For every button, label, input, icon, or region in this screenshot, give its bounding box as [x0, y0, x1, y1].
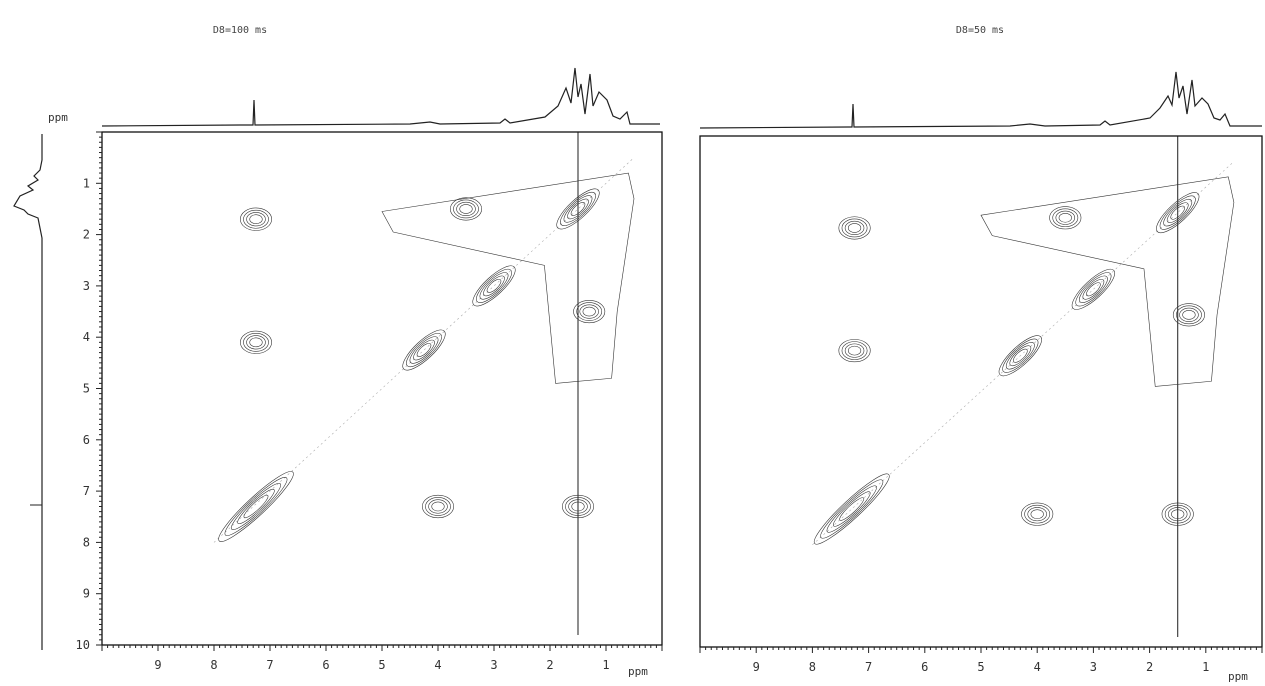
- y-tick-label: 9: [83, 587, 90, 601]
- cross-peak-contour: [1176, 306, 1201, 324]
- panel-left-x-axis: 9 8 7 6 5 4 3 2 1: [102, 645, 662, 672]
- cross-peak-contour: [453, 200, 478, 218]
- x-tick-label: 8: [809, 660, 816, 674]
- y-tick-label: 7: [83, 484, 90, 498]
- x-tick-label: 2: [546, 658, 553, 672]
- cross-peak-contour: [583, 307, 596, 316]
- cross-peak-contour: [250, 215, 263, 224]
- x-tick-label: 1: [602, 658, 609, 672]
- diagonal-peak-contour: [415, 341, 433, 359]
- cross-peak-contour: [1050, 207, 1081, 229]
- diagonal-peak-contour: [472, 264, 516, 307]
- diagonal-peak-contour: [397, 324, 450, 375]
- x-tick-label: 7: [266, 658, 273, 672]
- x-tick-label: 9: [753, 660, 760, 674]
- panel-right-plot: [808, 136, 1233, 637]
- cross-peak-contour: [577, 303, 602, 321]
- y-tick-label: 4: [83, 330, 90, 344]
- diagonal-peak-contour: [1080, 276, 1107, 302]
- cross-peak-contour: [842, 219, 867, 237]
- y-tick-label: 6: [83, 433, 90, 447]
- y-tick-label: 1: [83, 176, 90, 190]
- x-tick-label: 8: [210, 658, 217, 672]
- cross-peak-contour: [839, 217, 870, 239]
- panel-left: D8=100 ms ppm 9 8 7 6 5 4 3 2 1 1 2 3 4 5 6 7 8 9 10 ppm: [14, 25, 662, 678]
- cross-peak-contour: [842, 342, 867, 360]
- x-tick-label: 6: [322, 658, 329, 672]
- cross-peak-contour: [1183, 310, 1196, 319]
- panel-left-top-projection: [102, 68, 660, 126]
- x-tick-label: 5: [977, 660, 984, 674]
- y-tick-label: 2: [83, 228, 90, 242]
- x-tick-label: 3: [490, 658, 497, 672]
- cross-peak-contour: [240, 208, 271, 231]
- diagonal-peak-contour: [1071, 268, 1115, 311]
- diagonal-peak-contour: [220, 472, 292, 541]
- aliphatic-band: [981, 177, 1234, 387]
- cross-peak-contour: [1053, 209, 1078, 227]
- panel-left-x-unit: ppm: [628, 665, 648, 678]
- cross-peak-contour: [243, 333, 268, 351]
- cross-peak-contour: [240, 331, 271, 354]
- diagonal-peak-contour: [830, 488, 873, 529]
- y-tick-label: 5: [83, 382, 90, 396]
- diagonal-peak-contour: [823, 482, 881, 537]
- diagonal-peak-contour: [242, 493, 271, 520]
- x-tick-label: 9: [154, 658, 161, 672]
- cross-peak-contour: [1031, 510, 1044, 519]
- x-tick-label: 7: [865, 660, 872, 674]
- panel-right-x-unit: ppm: [1228, 670, 1248, 683]
- cross-peak-contour: [839, 339, 870, 361]
- x-tick-label: 2: [1146, 660, 1153, 674]
- cross-peak-contour: [425, 497, 450, 515]
- x-tick-label: 6: [921, 660, 928, 674]
- panel-right-title: D8=50 ms: [956, 25, 1004, 36]
- diagonal-peak-contour: [837, 495, 866, 522]
- panel-left-plot: [213, 132, 634, 635]
- panel-left-y-unit-top: ppm: [48, 111, 68, 124]
- cross-peak-contour: [422, 495, 453, 518]
- cross-peak-contour: [848, 346, 861, 355]
- cross-peak-contour: [250, 338, 263, 347]
- cross-peak-contour: [1021, 503, 1052, 525]
- panel-right-x-axis: 9 8 7 6 5 4 3 2 1: [700, 647, 1262, 674]
- diagonal-peak-contour: [485, 277, 503, 295]
- x-tick-label: 5: [378, 658, 385, 672]
- diagonal-peak-contour: [227, 479, 284, 534]
- y-tick-label: 8: [83, 535, 90, 549]
- panel-left-left-projection: [14, 134, 42, 650]
- aliphatic-band: [382, 173, 634, 383]
- x-tick-label: 3: [1090, 660, 1097, 674]
- cross-peak-contour: [243, 210, 268, 228]
- diagonal-peak-contour: [234, 486, 277, 527]
- diagonal-peak-contour: [481, 273, 508, 299]
- panel-left-title: D8=100 ms: [213, 25, 267, 36]
- panel-right: D8=50 ms 9 8 7 6 5 4 3 2 1 ppm: [700, 25, 1262, 683]
- x-tick-label: 1: [1202, 660, 1209, 674]
- cross-peak-contour: [1059, 213, 1072, 222]
- diagonal-line: [214, 158, 634, 543]
- cross-peak-contour: [432, 502, 445, 511]
- diagonal-line: [812, 162, 1234, 545]
- cross-peak-contour: [1025, 505, 1050, 523]
- y-tick-label: 3: [83, 279, 90, 293]
- diagonal-peak-contour: [402, 329, 446, 372]
- diagonal-peak-contour: [467, 260, 520, 311]
- panel-left-y-axis: 1 2 3 4 5 6 7 8 9 10: [76, 132, 102, 652]
- x-tick-label: 4: [1034, 660, 1041, 674]
- cross-peak-contour: [460, 204, 473, 213]
- y-tick-label: 10: [76, 638, 90, 652]
- diagonal-peak-contour: [411, 337, 438, 363]
- panel-right-top-projection: [700, 72, 1262, 128]
- x-tick-label: 4: [434, 658, 441, 672]
- cross-peak-contour: [450, 198, 481, 221]
- cross-peak-contour: [848, 223, 861, 232]
